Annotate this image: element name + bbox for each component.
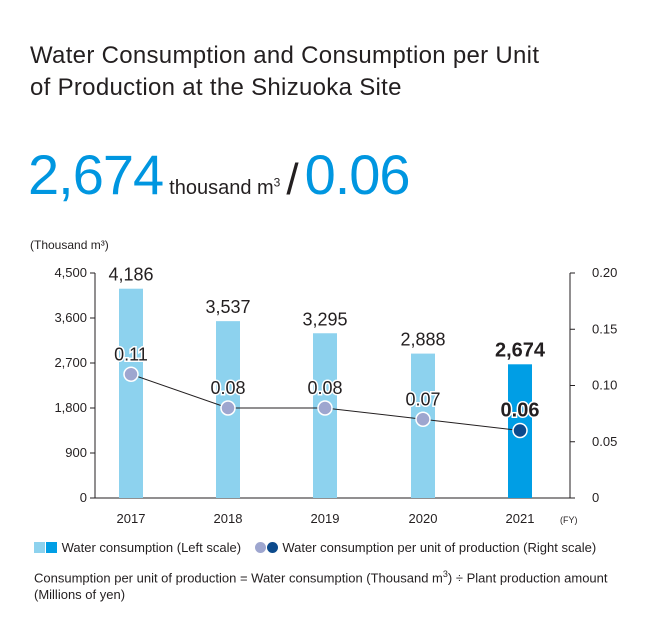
x-axis-tick-label: 2018 xyxy=(214,511,243,526)
line-point-per-unit xyxy=(123,366,139,382)
right-axis-tick-label: 0.10 xyxy=(592,378,617,393)
right-axis-tick-label: 0.15 xyxy=(592,321,617,336)
bar-value-label: 3,295 xyxy=(302,309,347,329)
headline-slash: / xyxy=(286,155,299,204)
line-point-value-label: 0.08 xyxy=(307,378,342,398)
bar-value-label: 2,674 xyxy=(495,339,546,361)
legend-dot-light xyxy=(254,542,266,553)
bar-value-label: 2,888 xyxy=(400,330,445,350)
legend-dot-dark xyxy=(266,542,278,553)
line-point-value-label: 0.07 xyxy=(405,389,440,409)
headline-per-unit-value: 0.06 xyxy=(304,143,411,206)
left-axis-tick-label: 0 xyxy=(80,490,87,505)
left-axis-label: (Thousand m³) xyxy=(30,238,109,252)
legend-item-line: Water consumption per unit of production… xyxy=(254,540,597,555)
chart-title-line-2: of Production at the Shizuoka Site xyxy=(30,74,402,101)
footnote-part-2: ) ÷ Plant production amount (Millions of… xyxy=(34,570,608,603)
headline-figures: 2,674 thousand m3/0.06 xyxy=(28,142,411,212)
legend-item-bars: Water consumption (Left scale) xyxy=(34,540,245,555)
legend-label-bars: Water consumption (Left scale) xyxy=(61,540,242,555)
x-axis-unit-label: (FY) xyxy=(560,515,578,525)
left-axis-tick-label: 1,800 xyxy=(54,400,87,415)
bar-water-consumption xyxy=(119,288,143,498)
line-point-value-label: 0.06 xyxy=(501,400,540,422)
x-axis-tick-label: 2020 xyxy=(409,511,438,526)
chart-title-line-1: Water Consumption and Consumption per Un… xyxy=(30,42,540,69)
footnote-part-1: Consumption per unit of production = Wat… xyxy=(34,570,443,586)
line-point-per-unit xyxy=(415,411,431,427)
line-point-value-label: 0.11 xyxy=(114,344,148,364)
line-point-per-unit xyxy=(220,400,236,416)
left-axis-tick-label: 4,500 xyxy=(54,265,87,280)
left-axis-tick-label: 900 xyxy=(65,445,87,460)
legend-label-line: Water consumption per unit of production… xyxy=(282,540,597,555)
bar-value-label: 3,537 xyxy=(205,297,250,317)
left-axis-tick-label: 3,600 xyxy=(54,310,87,325)
legend-swatch-bar-dark xyxy=(46,542,57,553)
footnote-sup: 3 xyxy=(442,569,448,579)
right-axis-tick-label: 0.05 xyxy=(592,434,617,449)
left-axis-tick-label: 2,700 xyxy=(54,355,87,370)
x-axis-tick-label: 2019 xyxy=(311,511,340,526)
right-axis-tick-label: 0.20 xyxy=(592,265,617,280)
headline-unit: thousand m3 xyxy=(169,175,281,199)
combo-chart: (Thousand m³) 0 900 1,800 2,700 3,600 4,500 0 0.… xyxy=(30,238,617,526)
line-point-per-unit xyxy=(317,400,333,416)
x-axis-tick-label: 2021 xyxy=(506,511,535,526)
legend-swatch-bar-light xyxy=(34,542,45,553)
headline-consumption-value: 2,674 xyxy=(28,143,164,206)
bar-value-label: 4,186 xyxy=(108,265,153,285)
line-point-per-unit xyxy=(512,422,528,439)
x-axis-tick-label: 2017 xyxy=(117,511,146,526)
chart-title: Water Consumption and Consumption per Un… xyxy=(30,40,650,104)
footnote: Consumption per unit of production = Wat… xyxy=(34,566,654,603)
legend: Water consumption (Left scale) Water con… xyxy=(34,540,606,555)
headline-unit-sup: 3 xyxy=(273,175,281,190)
line-point-value-label: 0.08 xyxy=(210,378,245,398)
headline-unit-text: thousand m xyxy=(169,177,274,199)
right-axis-tick-label: 0 xyxy=(592,490,599,505)
